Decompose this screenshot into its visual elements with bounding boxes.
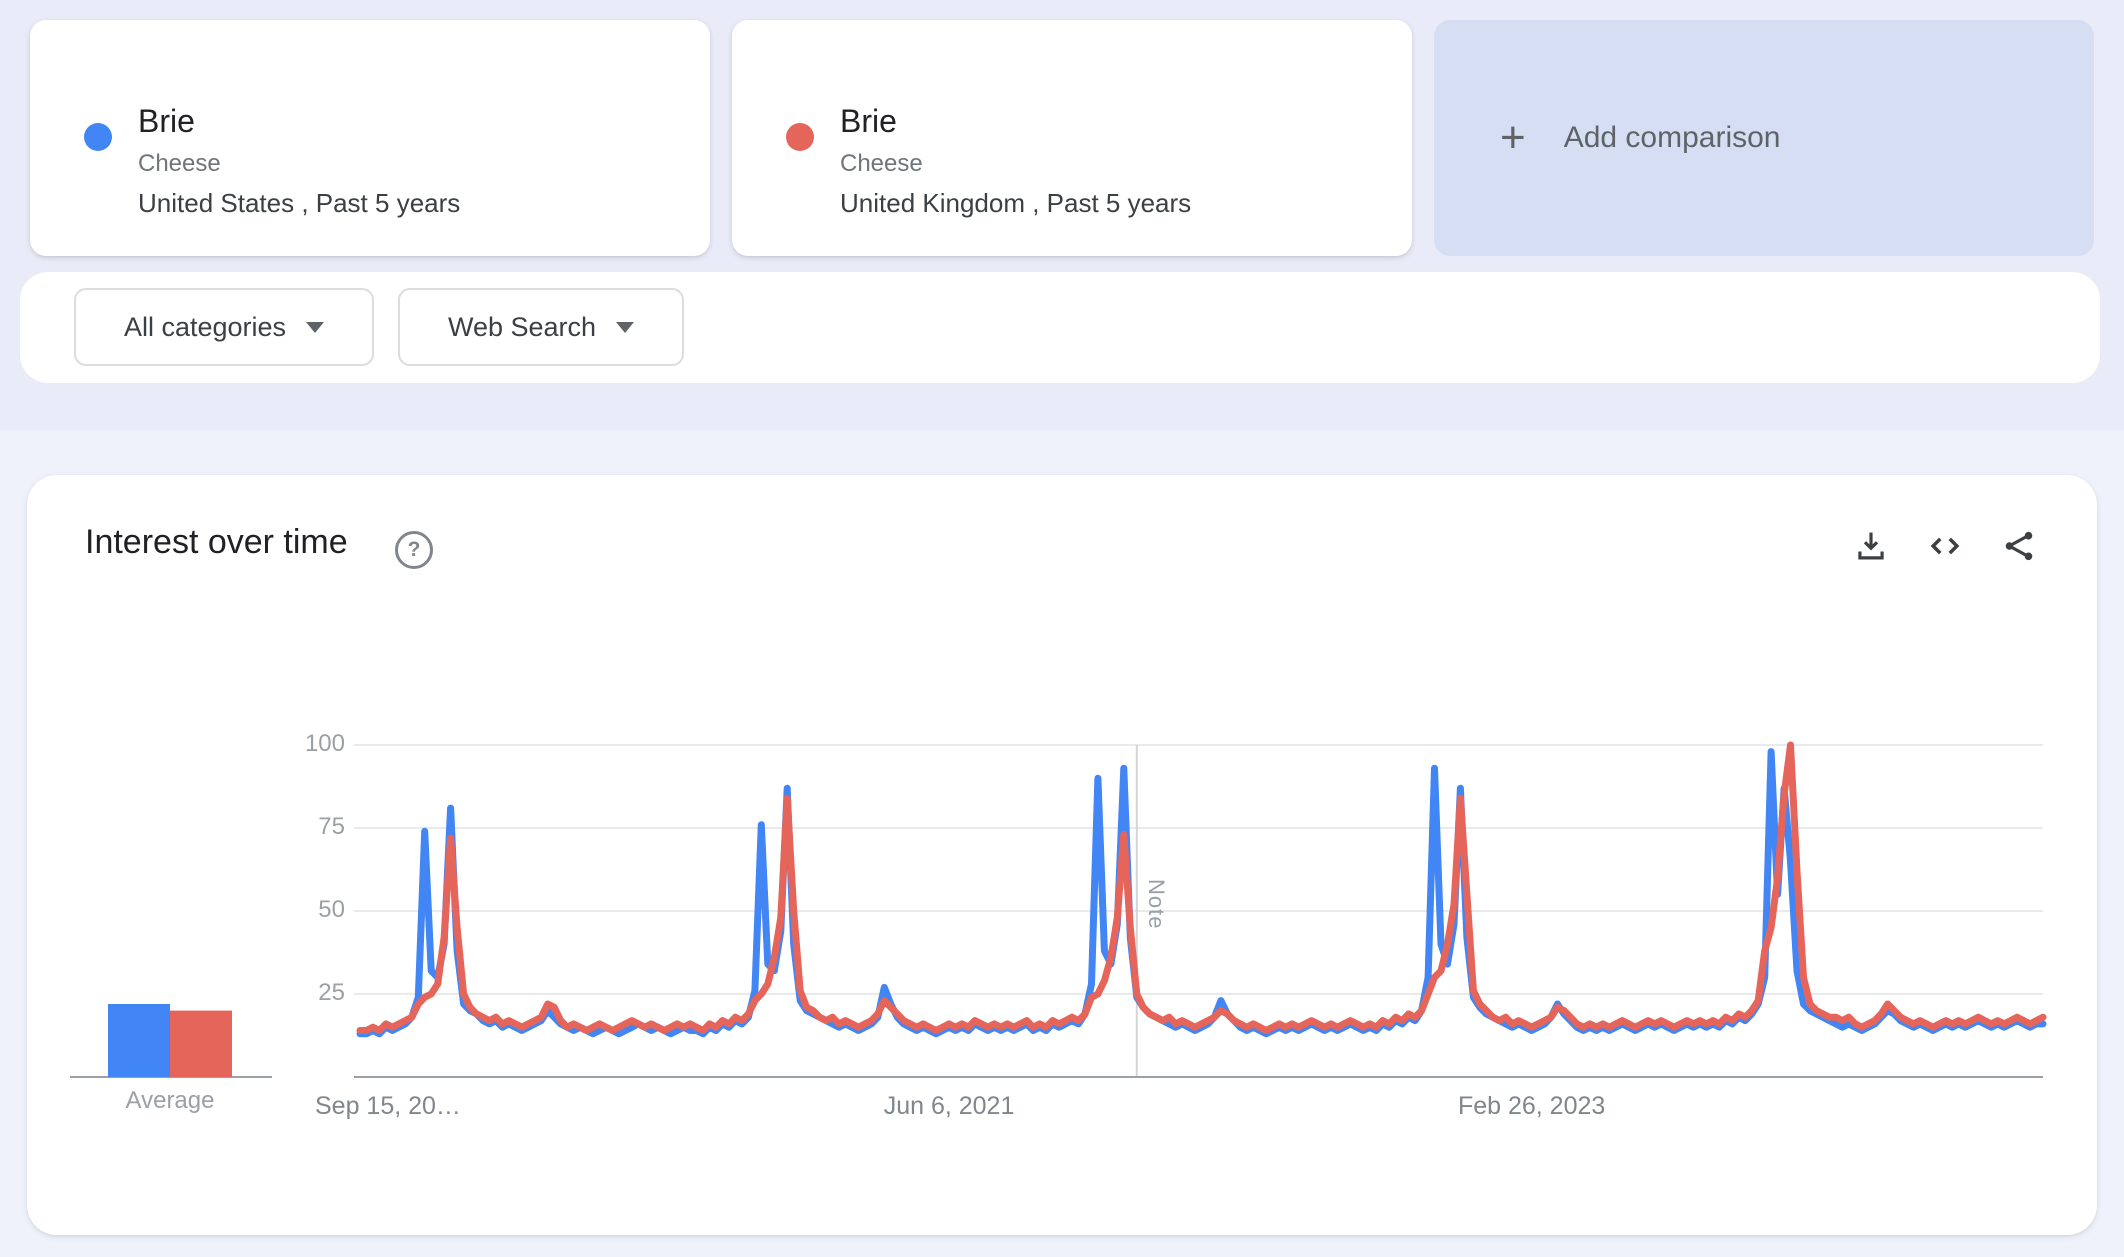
note-marker-label: Note bbox=[1143, 879, 1169, 930]
category-filter-dropdown[interactable]: All categories bbox=[74, 288, 374, 366]
category-filter-value: All categories bbox=[123, 311, 287, 342]
share-icon bbox=[2005, 531, 2033, 561]
plus-icon: + bbox=[1500, 113, 1526, 162]
search-type-filter-value: Web Search bbox=[447, 311, 597, 342]
chart-title: Interest over time bbox=[85, 523, 348, 561]
add-comparison-button[interactable]: + Add comparison bbox=[1434, 20, 2094, 256]
series-color-dot-red bbox=[786, 123, 814, 151]
trend-line[interactable] bbox=[356, 741, 2047, 1034]
chart-actions bbox=[1851, 527, 2039, 567]
average-bar[interactable] bbox=[108, 1004, 170, 1077]
series-color-dot-blue bbox=[84, 123, 112, 151]
term-title: Brie bbox=[840, 103, 897, 139]
download-icon bbox=[1858, 532, 1884, 560]
y-axis-tick-label: 100 bbox=[304, 730, 345, 757]
average-bar[interactable] bbox=[170, 1010, 232, 1077]
y-axis-tick-label: 25 bbox=[318, 979, 345, 1006]
term-category: Cheese bbox=[840, 150, 923, 177]
x-axis-tick-label: Feb 26, 2023 bbox=[1457, 1092, 1606, 1120]
term-scope: United Kingdom , Past 5 years bbox=[840, 188, 1192, 218]
x-axis-tick-label: Jun 6, 2021 bbox=[883, 1092, 1015, 1120]
term-title: Brie bbox=[138, 103, 195, 139]
filter-bar: All categories Web Search bbox=[20, 272, 2100, 383]
chevron-down-icon bbox=[616, 321, 635, 333]
add-comparison-label: Add comparison bbox=[1563, 121, 1781, 154]
x-axis-tick-label: Sep 15, 20… bbox=[315, 1092, 461, 1120]
search-type-filter-dropdown[interactable]: Web Search bbox=[398, 288, 684, 366]
share-button[interactable] bbox=[1999, 527, 2039, 567]
download-button[interactable] bbox=[1851, 527, 1891, 567]
trend-line-chart[interactable] bbox=[27, 475, 2097, 1235]
term-category: Cheese bbox=[138, 150, 221, 177]
y-axis-tick-label: 50 bbox=[318, 896, 345, 923]
embed-code-icon bbox=[1930, 537, 1960, 555]
chevron-down-icon bbox=[306, 321, 325, 333]
y-axis-tick-label: 75 bbox=[318, 813, 345, 840]
term-scope: United States , Past 5 years bbox=[138, 188, 461, 218]
interest-over-time-card: Interest over time ? bbox=[27, 475, 2097, 1235]
average-axis-label: Average bbox=[125, 1087, 215, 1114]
help-icon[interactable]: ? bbox=[395, 531, 433, 569]
comparison-cards-row: Brie Cheese United States , Past 5 years… bbox=[30, 20, 2094, 256]
term-card-united-states[interactable]: Brie Cheese United States , Past 5 years bbox=[30, 20, 710, 256]
term-card-united-kingdom[interactable]: Brie Cheese United Kingdom , Past 5 year… bbox=[732, 20, 1412, 256]
embed-button[interactable] bbox=[1925, 527, 1965, 567]
